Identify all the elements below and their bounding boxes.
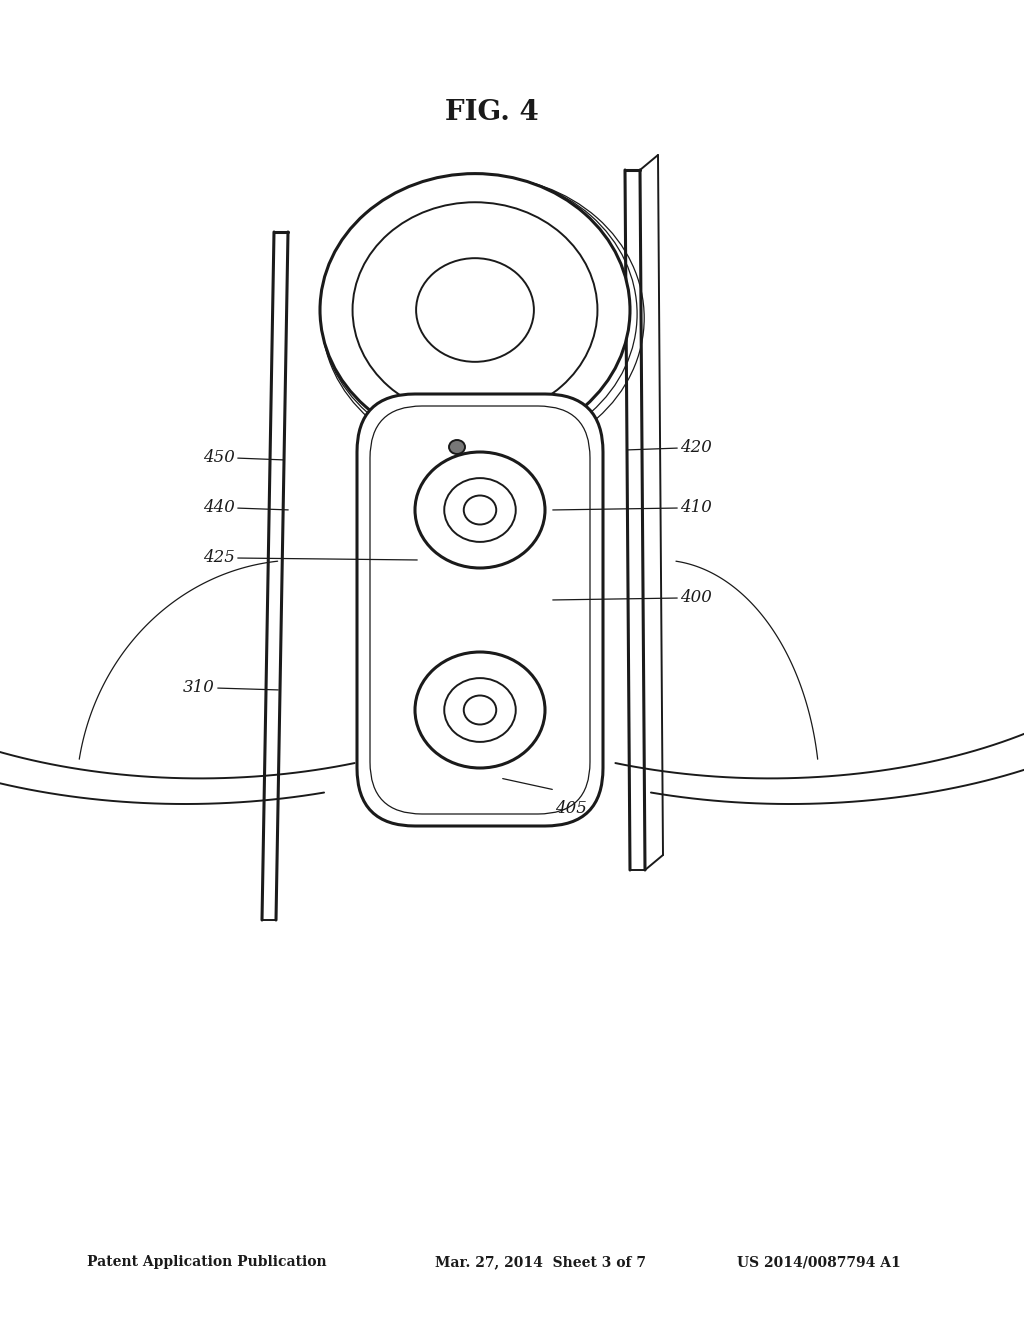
Text: 400: 400 xyxy=(680,590,712,606)
Text: 405: 405 xyxy=(555,800,587,817)
FancyBboxPatch shape xyxy=(357,393,603,826)
Ellipse shape xyxy=(415,652,545,768)
Text: Mar. 27, 2014  Sheet 3 of 7: Mar. 27, 2014 Sheet 3 of 7 xyxy=(435,1255,646,1270)
Ellipse shape xyxy=(464,495,497,524)
Ellipse shape xyxy=(444,678,516,742)
Text: FIG. 4: FIG. 4 xyxy=(444,99,539,125)
Ellipse shape xyxy=(415,451,545,568)
Ellipse shape xyxy=(416,259,534,362)
Ellipse shape xyxy=(352,202,597,417)
Text: 440: 440 xyxy=(203,499,234,516)
Text: 410: 410 xyxy=(680,499,712,516)
Text: US 2014/0087794 A1: US 2014/0087794 A1 xyxy=(737,1255,901,1270)
Text: 420: 420 xyxy=(680,440,712,457)
Ellipse shape xyxy=(464,696,497,725)
Text: 425: 425 xyxy=(203,549,234,566)
FancyBboxPatch shape xyxy=(370,407,590,814)
Text: 450: 450 xyxy=(203,450,234,466)
Text: Patent Application Publication: Patent Application Publication xyxy=(87,1255,327,1270)
Ellipse shape xyxy=(449,440,465,454)
Text: 310: 310 xyxy=(183,680,215,697)
Ellipse shape xyxy=(444,478,516,543)
Ellipse shape xyxy=(319,174,630,446)
